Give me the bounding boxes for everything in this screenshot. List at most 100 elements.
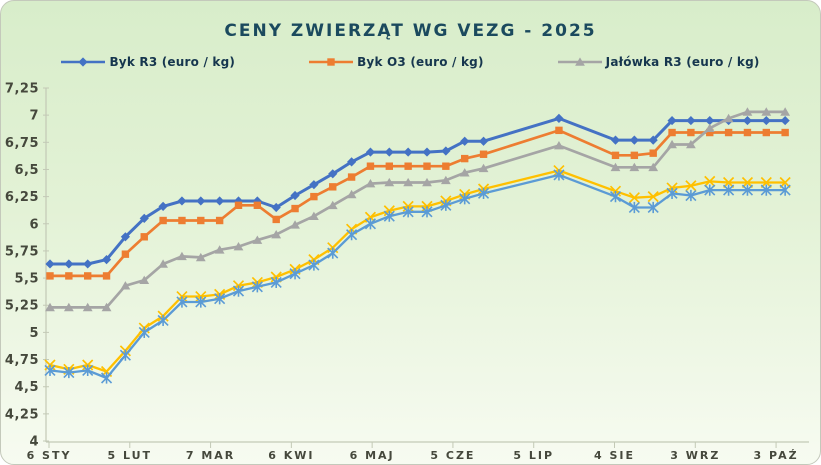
data-point-marker-square [84, 272, 92, 280]
data-point-marker-diamond [196, 196, 206, 206]
data-point-marker-diamond [705, 115, 715, 126]
axis-tick-label: 4,25 [5, 407, 39, 422]
data-point-marker-star [270, 276, 282, 289]
data-point-marker-triangle [365, 178, 376, 188]
data-point-marker-star [195, 296, 207, 308]
data-point-marker-triangle [158, 259, 168, 268]
data-point-marker-square [272, 215, 280, 224]
data-point-marker-triangle [742, 107, 753, 116]
axis-tick-label: 7 [29, 109, 39, 124]
data-point-marker-star [327, 247, 339, 259]
data-point-marker-triangle [82, 302, 93, 312]
data-point-marker-diamond [478, 136, 489, 146]
data-point-marker-x [685, 180, 697, 192]
data-point-marker-star [251, 281, 263, 293]
data-point-marker-triangle [459, 168, 470, 177]
data-point-marker-square [479, 150, 488, 158]
data-point-marker-square [329, 183, 337, 191]
data-point-marker-star [176, 296, 188, 308]
data-point-marker-star [63, 366, 75, 379]
data-point-marker-star [459, 193, 471, 205]
data-point-marker-x [628, 192, 640, 204]
data-point-marker-diamond [271, 202, 281, 213]
data-point-marker-square [121, 250, 130, 258]
data-point-marker-star [553, 169, 565, 181]
data-point-marker-diamond [64, 259, 74, 269]
data-point-marker-triangle [327, 200, 338, 210]
data-point-marker-diamond [403, 147, 413, 157]
data-point-marker-star [704, 184, 716, 196]
data-point-marker-diamond [309, 180, 319, 190]
series-byk-r3 [45, 113, 790, 269]
data-point-marker-triangle [309, 211, 319, 220]
axis-tick-label: 5,25 [5, 299, 39, 314]
data-point-marker-star [364, 218, 377, 230]
data-point-marker-star [100, 372, 113, 384]
chart-title: CENY ZWIERZĄT WG VEZG - 2025 [224, 21, 597, 41]
data-point-marker-square [743, 128, 752, 137]
data-point-marker-diamond [667, 115, 677, 126]
data-point-marker-square [102, 272, 111, 280]
legend-label: Byk O3 (euro / kg) [357, 55, 484, 69]
data-point-marker-square [555, 126, 563, 135]
axis-tick-label: 3 WRZ [670, 449, 720, 462]
data-point-marker-square [404, 162, 412, 170]
axis-tick-label: 6,5 [14, 163, 39, 178]
data-point-marker-triangle [120, 281, 131, 290]
data-point-marker-diamond [648, 135, 658, 145]
data-point-marker-square [630, 151, 639, 160]
axis-tick-label: 5 [29, 326, 39, 341]
data-point-marker-triangle [195, 252, 206, 262]
data-point-marker-diamond [686, 115, 696, 126]
data-point-marker-square [347, 173, 356, 181]
legend-item-byk-r3: Byk R3 (euro / kg) [61, 55, 235, 69]
y-axis-labels: 4 4,25 4,5 4,75 5 5,25 5,5 5,75 6 6,25 6,5 6,75 7 7,2… [5, 82, 39, 450]
data-point-marker-diamond [290, 190, 300, 201]
data-point-marker-triangle [346, 189, 357, 199]
axis-tick-label: 4,75 [5, 353, 39, 368]
data-point-marker-star [138, 326, 150, 338]
axis-tick-label: 5 LUT [108, 449, 153, 462]
axis-tick-label: 7 MAR [186, 449, 235, 462]
axis-tick-label: 3 PAŹ [754, 449, 799, 462]
data-point-marker-star [346, 229, 358, 241]
data-point-marker-diamond [629, 135, 639, 145]
data-point-marker-diamond [742, 115, 753, 126]
data-point-marker-star [779, 184, 791, 196]
axis-tick-label: 5,75 [5, 244, 39, 259]
data-point-marker-square [762, 128, 770, 137]
legend-label: Byk R3 (euro / kg) [109, 55, 236, 69]
axis-tick-label: 7,25 [5, 82, 39, 97]
data-point-marker-triangle [723, 113, 734, 123]
data-point-marker-triangle [667, 139, 677, 149]
data-point-marker-star [723, 184, 735, 196]
data-point-marker-triangle [780, 107, 791, 116]
data-point-marker-star [402, 206, 414, 218]
data-point-marker-square [366, 162, 375, 170]
data-point-marker-star [44, 364, 56, 376]
data-point-marker-diamond [347, 157, 357, 167]
legend-item-byk-o3: Byk O3 (euro / kg) [309, 55, 484, 69]
data-point-marker-triangle [252, 235, 263, 244]
data-point-marker-triangle [403, 177, 414, 187]
data-point-marker-triangle [290, 220, 300, 229]
data-point-marker-triangle [629, 162, 640, 172]
data-point-marker-diamond [761, 115, 771, 126]
data-point-marker-triangle [101, 302, 112, 312]
axis-tick-label: 6 STY [27, 449, 72, 462]
series-byk-o3 [46, 126, 789, 280]
data-point-marker-triangle [686, 139, 696, 149]
data-point-marker-star [609, 191, 622, 203]
x-axis-labels: 6 STY 5 LUT 7 MAR 6 KWI 6 MAJ 5 CZE 5 LIP 4 SIE… [27, 449, 799, 462]
data-point-marker-triangle [422, 177, 432, 187]
data-point-marker-diamond [177, 196, 187, 206]
data-point-marker-diamond [45, 259, 55, 269]
data-point-marker-diamond [365, 147, 376, 157]
data-point-marker-star [628, 201, 640, 214]
data-point-marker-square [65, 272, 73, 280]
data-point-marker-triangle [761, 107, 772, 116]
axis-tick-label: 4,5 [14, 380, 39, 395]
data-point-marker-triangle [177, 251, 187, 261]
data-point-marker-square [197, 216, 205, 225]
